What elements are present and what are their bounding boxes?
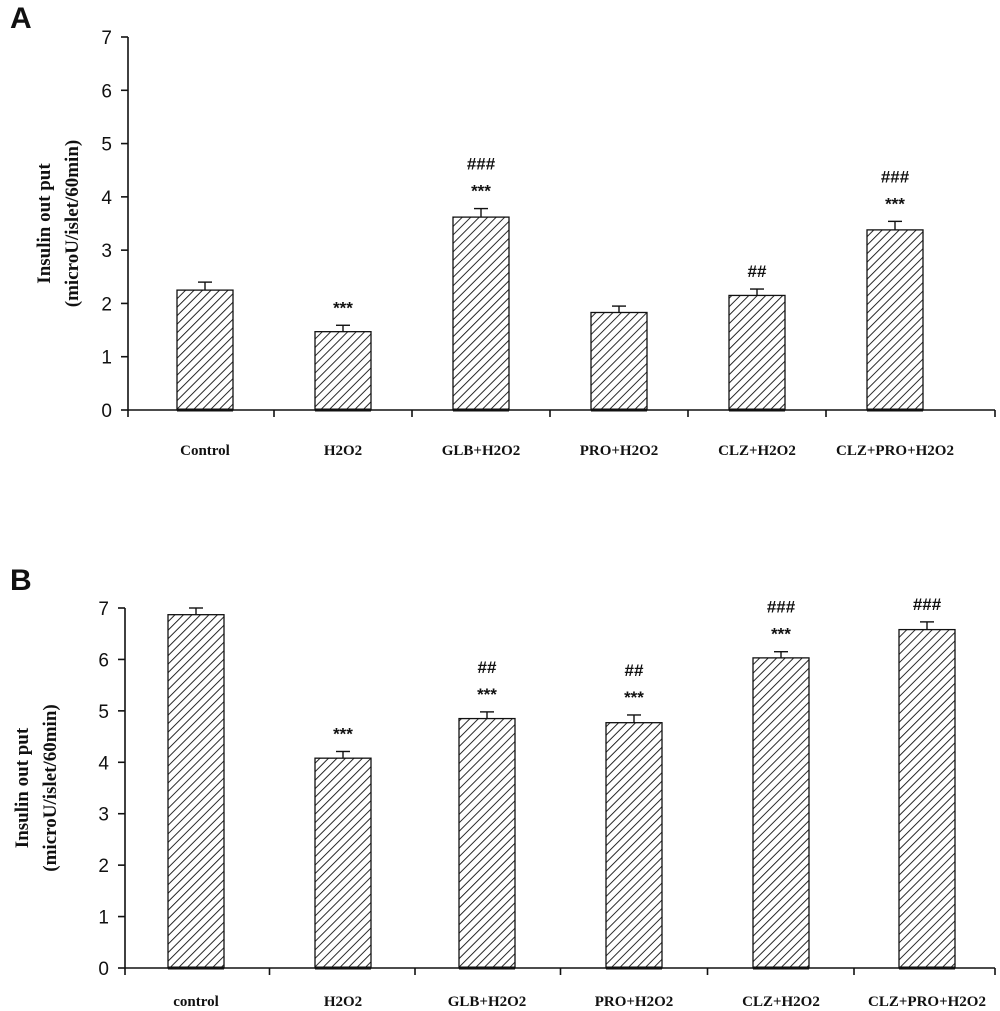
- significance-stars: ***: [333, 724, 353, 743]
- panel-label-a: A: [10, 2, 32, 35]
- x-tick-label: CLZ+H2O2: [718, 443, 796, 459]
- x-tick-label: CLZ+PRO+H2O2: [836, 443, 954, 459]
- y-tick-label: 0: [98, 959, 109, 980]
- bar: [452, 216, 510, 411]
- y-tick-label: 5: [101, 135, 112, 156]
- y-tick-label: 2: [98, 856, 109, 877]
- y-tick-label: 7: [101, 28, 112, 49]
- significance-stars: ***: [624, 688, 644, 707]
- bar: [752, 657, 810, 969]
- bar: [314, 331, 372, 411]
- significance-stars: ***: [771, 625, 791, 644]
- chart-panel-b: B Insulin out put (microU/islet/60min) 0 1 2 3…: [10, 564, 996, 1010]
- bar: [866, 229, 924, 411]
- y-axis-label-line-1: Insulin out put: [34, 163, 55, 284]
- significance-stars: ***: [477, 685, 497, 704]
- y-tick-label: 4: [101, 188, 112, 209]
- x-tick-label: GLB+H2O2: [448, 994, 527, 1010]
- y-tick-label: 2: [101, 294, 112, 315]
- significance-hash: ###: [913, 595, 942, 614]
- x-tick-label: CLZ+PRO+H2O2: [868, 994, 986, 1010]
- significance-hash: ###: [881, 167, 910, 186]
- x-tick-label: GLB+H2O2: [442, 443, 521, 459]
- bar: [605, 722, 663, 969]
- x-tick-label: PRO+H2O2: [580, 443, 659, 459]
- y-tick-label: 3: [98, 805, 109, 826]
- significance-stars: ***: [333, 298, 353, 317]
- y-axis-label-line-2: (microU/islet/60min): [40, 704, 61, 871]
- significance-hash: ##: [478, 658, 497, 677]
- x-tick-label: control: [173, 994, 219, 1010]
- bar: [458, 717, 516, 969]
- y-tick-label: 1: [101, 348, 112, 369]
- x-tick-label: CLZ+H2O2: [742, 994, 820, 1010]
- x-tick-label: PRO+H2O2: [595, 994, 674, 1010]
- x-tick-label: H2O2: [324, 443, 362, 459]
- significance-hash: ###: [767, 598, 796, 617]
- bar: [590, 311, 648, 411]
- y-tick-label: 1: [98, 908, 109, 929]
- bar: [898, 628, 956, 969]
- panel-label-b: B: [10, 564, 32, 597]
- x-tick-label: H2O2: [324, 994, 362, 1010]
- significance-hash: ##: [625, 661, 644, 680]
- y-tick-label: 6: [101, 81, 112, 102]
- bar: [728, 294, 786, 411]
- y-tick-label: 0: [101, 401, 112, 422]
- y-tick-label: 3: [101, 241, 112, 262]
- y-tick-label: 4: [98, 753, 109, 774]
- significance-stars: ***: [885, 194, 905, 213]
- y-tick-label: 5: [98, 702, 109, 723]
- y-tick-label: 6: [98, 650, 109, 671]
- y-axis-label-line-2: (microU/islet/60min): [62, 140, 83, 307]
- bar: [167, 614, 225, 969]
- bar: [314, 757, 372, 969]
- significance-hash: ##: [748, 262, 767, 281]
- significance-hash: ###: [467, 155, 496, 174]
- chart-panel-a: A Insulin out put (microU/islet/60min) 0 1 2 3…: [10, 2, 996, 459]
- bar: [176, 289, 234, 411]
- x-tick-label: Control: [180, 443, 230, 459]
- y-axis-label-line-1: Insulin out put: [12, 727, 33, 848]
- significance-stars: ***: [471, 182, 491, 201]
- y-tick-label: 7: [98, 599, 109, 620]
